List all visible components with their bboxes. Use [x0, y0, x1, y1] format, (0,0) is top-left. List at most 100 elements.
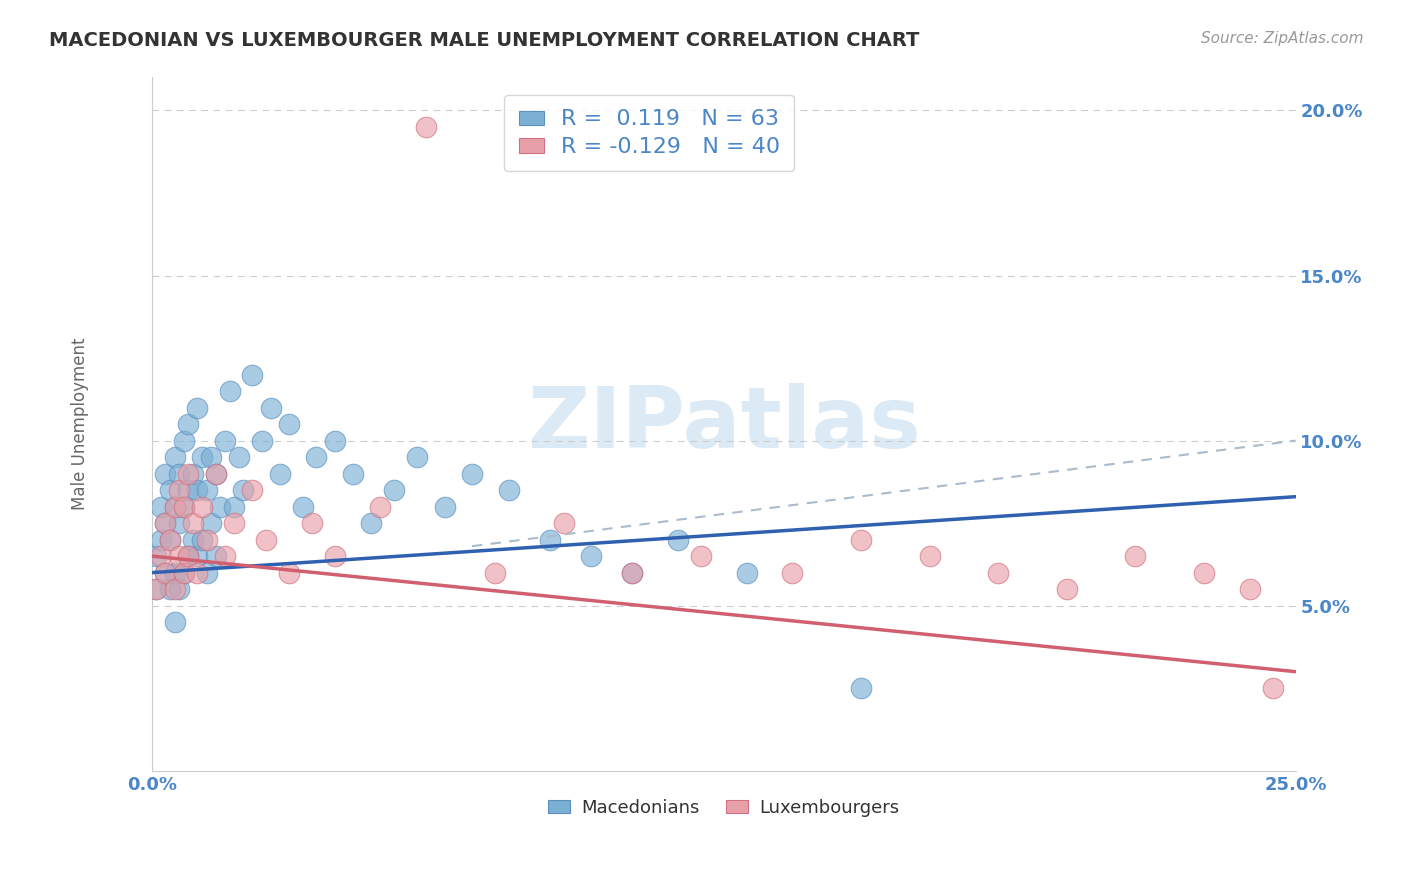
Point	[149, 500, 172, 514]
Point	[159, 533, 181, 547]
Point	[342, 467, 364, 481]
Point	[167, 582, 190, 596]
Point	[204, 467, 226, 481]
Point	[204, 549, 226, 563]
Legend: Macedonians, Luxembourgers: Macedonians, Luxembourgers	[541, 791, 905, 824]
Point	[191, 533, 214, 547]
Point	[149, 549, 172, 563]
Point	[228, 450, 250, 464]
Point	[415, 120, 437, 134]
Point	[186, 549, 208, 563]
Point	[163, 582, 186, 596]
Point	[181, 516, 204, 530]
Text: MACEDONIAN VS LUXEMBOURGER MALE UNEMPLOYMENT CORRELATION CHART: MACEDONIAN VS LUXEMBOURGER MALE UNEMPLOY…	[49, 31, 920, 50]
Point	[1192, 566, 1215, 580]
Point	[167, 483, 190, 497]
Point	[278, 417, 301, 431]
Point	[360, 516, 382, 530]
Point	[987, 566, 1010, 580]
Point	[849, 533, 872, 547]
Point	[1261, 681, 1284, 695]
Point	[254, 533, 277, 547]
Point	[191, 500, 214, 514]
Point	[269, 467, 291, 481]
Point	[195, 533, 218, 547]
Point	[260, 401, 283, 415]
Point	[218, 384, 240, 398]
Point	[155, 516, 177, 530]
Point	[382, 483, 405, 497]
Point	[214, 434, 236, 448]
Point	[195, 566, 218, 580]
Point	[735, 566, 758, 580]
Point	[918, 549, 941, 563]
Point	[305, 450, 328, 464]
Point	[291, 500, 314, 514]
Point	[195, 483, 218, 497]
Point	[689, 549, 711, 563]
Point	[484, 566, 506, 580]
Point	[173, 500, 195, 514]
Point	[222, 516, 245, 530]
Point	[163, 500, 186, 514]
Point	[173, 500, 195, 514]
Point	[173, 434, 195, 448]
Point	[173, 566, 195, 580]
Point	[323, 434, 346, 448]
Point	[167, 516, 190, 530]
Point	[579, 549, 602, 563]
Point	[191, 450, 214, 464]
Point	[538, 533, 561, 547]
Point	[301, 516, 323, 530]
Point	[159, 483, 181, 497]
Point	[1125, 549, 1147, 563]
Point	[553, 516, 575, 530]
Point	[1056, 582, 1078, 596]
Point	[186, 401, 208, 415]
Point	[155, 467, 177, 481]
Point	[780, 566, 803, 580]
Point	[204, 467, 226, 481]
Point	[145, 549, 167, 563]
Point	[214, 549, 236, 563]
Point	[461, 467, 484, 481]
Point	[177, 483, 200, 497]
Point	[222, 500, 245, 514]
Point	[163, 450, 186, 464]
Point	[163, 566, 186, 580]
Point	[621, 566, 644, 580]
Point	[159, 582, 181, 596]
Text: ZIPatlas: ZIPatlas	[527, 383, 921, 466]
Point	[177, 549, 200, 563]
Point	[209, 500, 232, 514]
Point	[167, 467, 190, 481]
Point	[666, 533, 689, 547]
Point	[186, 483, 208, 497]
Point	[250, 434, 273, 448]
Point	[155, 516, 177, 530]
Y-axis label: Male Unemployment: Male Unemployment	[72, 338, 89, 510]
Text: Source: ZipAtlas.com: Source: ZipAtlas.com	[1201, 31, 1364, 46]
Point	[1239, 582, 1261, 596]
Point	[145, 582, 167, 596]
Point	[177, 549, 200, 563]
Point	[155, 566, 177, 580]
Point	[232, 483, 254, 497]
Point	[159, 533, 181, 547]
Point	[498, 483, 520, 497]
Point	[323, 549, 346, 563]
Point	[200, 450, 222, 464]
Point	[278, 566, 301, 580]
Point	[173, 566, 195, 580]
Point	[849, 681, 872, 695]
Point	[186, 566, 208, 580]
Point	[200, 516, 222, 530]
Point	[177, 467, 200, 481]
Point	[181, 533, 204, 547]
Point	[163, 500, 186, 514]
Point	[621, 566, 644, 580]
Point	[155, 566, 177, 580]
Point	[242, 368, 264, 382]
Point	[242, 483, 264, 497]
Point	[406, 450, 429, 464]
